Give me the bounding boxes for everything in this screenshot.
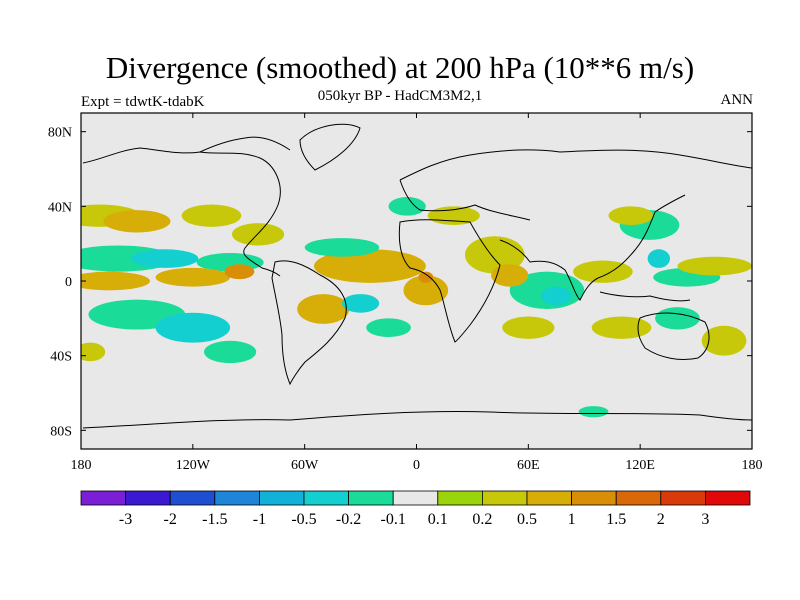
colorbar-swatch <box>392 490 439 506</box>
season-label: ANN <box>720 92 754 108</box>
divergence-region <box>155 267 231 287</box>
colorbar: -3 -2 -1.5 -1 -0.5 -0.2 -0.1 0.1 0.2 0.5 1 1.5 2 3 <box>80 490 751 528</box>
x-tick-label: 120W <box>176 458 211 473</box>
x-tick-label: 60W <box>291 458 319 473</box>
chart-title: Divergence (smoothed) at 200 hPa (10**6 … <box>105 50 695 85</box>
x-tick-label: 0 <box>413 458 420 473</box>
y-tick-label: 40S <box>50 350 72 365</box>
colorbar-label: -2 <box>164 511 177 528</box>
divergence-region <box>181 204 242 227</box>
divergence-region <box>573 260 633 283</box>
colorbar-label: 1.5 <box>606 511 626 528</box>
colorbar-label: 0.1 <box>428 511 448 528</box>
colorbar-swatch <box>169 490 216 506</box>
divergence-region <box>155 312 231 343</box>
divergence-region <box>677 256 752 276</box>
divergence-region <box>578 406 609 418</box>
divergence-region <box>491 264 529 287</box>
divergence-region <box>591 316 652 339</box>
colorbar-label: -1 <box>253 511 266 528</box>
axis-ticks: 180 120W 60W 0 60E 120E 180 80N 40N 0 40S 80S <box>48 113 763 473</box>
colorbar-label: 0.2 <box>472 511 492 528</box>
divergence-region <box>313 249 426 283</box>
colorbar-swatch <box>80 490 126 506</box>
colorbar-label: -0.1 <box>381 511 406 528</box>
divergence-region <box>647 249 670 268</box>
colorbar-label: 0.5 <box>517 511 537 528</box>
divergence-region <box>81 342 106 362</box>
divergence-region <box>297 294 350 324</box>
colorbar-swatch <box>705 490 751 506</box>
experiment-label: Expt = tdwtK-tdabK <box>81 94 205 110</box>
colorbar-label: 1 <box>568 511 576 528</box>
colorbar-label: 3 <box>701 511 709 528</box>
colorbar-swatch <box>660 490 706 506</box>
colorbar-label: -1.5 <box>202 511 227 528</box>
divergence-region <box>701 325 747 356</box>
colorbar-swatch <box>348 490 394 506</box>
divergence-region <box>131 249 199 268</box>
colorbar-label: -3 <box>119 511 132 528</box>
colorbar-swatch <box>526 490 572 506</box>
divergence-region <box>103 210 171 233</box>
coastlines <box>82 123 752 429</box>
divergence-region <box>403 275 449 306</box>
divergence-region <box>427 206 480 226</box>
divergence-region <box>502 316 555 339</box>
divergence-region <box>231 223 285 246</box>
divergence-region <box>541 286 572 306</box>
colorbar-swatch <box>437 490 483 506</box>
divergence-region <box>341 294 380 313</box>
divergence-region <box>608 206 654 226</box>
colorbar-swatch <box>125 490 171 506</box>
colorbar-label: -0.2 <box>336 511 361 528</box>
divergence-region <box>366 318 411 337</box>
colorbar-swatch <box>258 490 305 506</box>
divergence-region <box>204 340 257 364</box>
y-tick-label: 0 <box>65 275 72 290</box>
divergence-region <box>464 236 525 274</box>
divergence-region <box>224 264 255 280</box>
divergence-region <box>304 238 380 257</box>
y-tick-label: 80S <box>50 424 72 439</box>
x-tick-label: 180 <box>71 458 92 473</box>
colorbar-swatch <box>214 490 260 506</box>
y-tick-label: 80N <box>48 126 72 141</box>
divergence-region <box>81 271 150 291</box>
x-tick-label: 120E <box>625 458 655 473</box>
divergence-region <box>655 307 700 330</box>
colorbar-swatch <box>481 490 528 506</box>
colorbar-swatch <box>303 490 349 506</box>
x-tick-label: 60E <box>517 458 540 473</box>
colorbar-swatch <box>615 490 662 506</box>
y-tick-label: 40N <box>48 200 72 215</box>
divergence-field <box>81 197 752 418</box>
x-tick-label: 180 <box>742 458 763 473</box>
colorbar-swatch <box>571 490 617 506</box>
chart-subtitle: 050kyr BP - HadCM3M2,1 <box>317 88 483 104</box>
colorbar-label: -0.5 <box>291 511 316 528</box>
divergence-region <box>418 271 434 283</box>
divergence-region <box>388 197 426 216</box>
colorbar-label: 2 <box>657 511 665 528</box>
